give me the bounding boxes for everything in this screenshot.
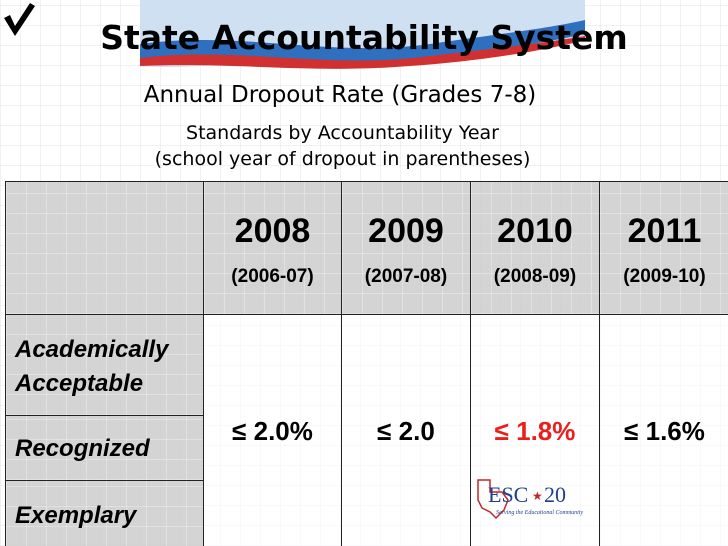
logo-number: 20 (544, 482, 566, 507)
value: ≤ 2.0 (377, 416, 435, 446)
logo: ESC ★ 20 Serving the Educational Community (477, 479, 583, 520)
row-label: Academically Acceptable (15, 336, 169, 397)
logo-name: ESC (488, 482, 528, 507)
school-year: (2007-08) (364, 266, 448, 287)
title: State Accountability System (100, 18, 628, 57)
corner-cell (5, 181, 204, 315)
note: (school year of dropout in parentheses) (154, 148, 531, 170)
logo-shape (477, 479, 509, 520)
value-cell: ≤ 1.6% (599, 314, 728, 546)
row-label-cell: Exemplary (5, 480, 204, 546)
school-year: (2008-09) (493, 266, 577, 287)
banner (4, 0, 585, 69)
banner-swoosh (140, 20, 585, 62)
value: ≤ 1.6% (624, 416, 705, 446)
note: Standards by Accountability Year (186, 122, 499, 144)
school-year: (2006-07) (231, 266, 314, 287)
logo-tagline: Serving the Educational Community (496, 510, 583, 516)
year: 2011 (627, 212, 702, 250)
row-label: Recognized (15, 435, 150, 462)
year: 2009 (368, 212, 444, 250)
row-label: Exemplary (15, 502, 137, 529)
value: ≤ 1.8% (494, 416, 576, 446)
value: ≤ 2.0% (232, 416, 313, 446)
header-cell: 2010 (2008-09) (470, 181, 600, 315)
value-cell: ≤ 1.8% (470, 314, 600, 546)
row-label-cell: Academically Acceptable (5, 314, 204, 416)
value-cell: ≤ 2.0% (203, 314, 342, 546)
school-year: (2009-10) (623, 266, 706, 287)
value-cell: ≤ 2.0 (341, 314, 471, 546)
check-mark (4, 3, 35, 36)
header-cell: 2008 (2006-07) (203, 181, 342, 315)
banner-stripe (140, 36, 585, 69)
header-cell: 2009 (2007-08) (341, 181, 471, 315)
row-label-cell: Recognized (5, 415, 204, 481)
logo-star: ★ (532, 489, 543, 503)
year: 2008 (234, 212, 311, 250)
header-cell: 2011 (2009-10) (599, 181, 728, 315)
year: 2010 (497, 212, 573, 250)
subtitle: Annual Dropout Rate (Grades 7-8) (143, 82, 537, 108)
